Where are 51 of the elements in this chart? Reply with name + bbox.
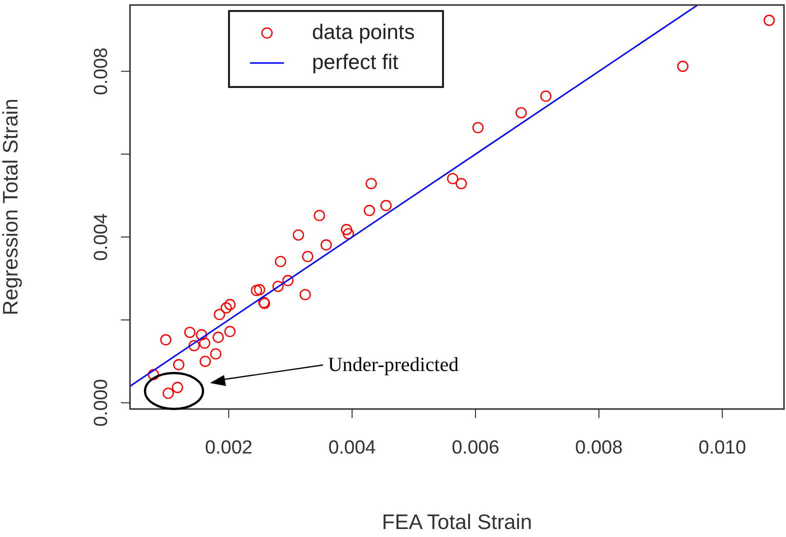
point — [314, 210, 326, 222]
x-tick-label: 0.004 — [328, 437, 376, 458]
point — [212, 332, 224, 343]
point — [250, 284, 262, 296]
point — [282, 274, 294, 286]
point — [224, 298, 236, 310]
x-axis-title: FEA Total Strain — [382, 511, 532, 534]
point — [302, 250, 314, 262]
legend-label: data points — [312, 21, 415, 45]
point — [320, 239, 332, 251]
point — [677, 60, 688, 72]
point — [364, 204, 376, 216]
legend-label: perfect fit — [312, 51, 398, 75]
point — [456, 178, 467, 190]
point — [300, 288, 311, 300]
point — [274, 256, 286, 268]
point — [540, 90, 552, 102]
point — [342, 228, 354, 240]
point — [173, 359, 184, 370]
y-tick-label: 0.008 — [91, 48, 112, 96]
point — [160, 334, 172, 346]
point — [340, 224, 352, 236]
point — [196, 329, 208, 340]
point — [148, 368, 160, 380]
point — [220, 302, 232, 314]
point — [172, 382, 184, 394]
point — [200, 356, 211, 367]
annotation: Under-predicted — [328, 354, 459, 376]
point — [210, 348, 222, 360]
point — [764, 14, 775, 26]
x-tick-label: 0.006 — [452, 437, 500, 458]
point — [184, 326, 196, 338]
x-tick-label: 0.008 — [575, 437, 623, 458]
point — [214, 308, 226, 320]
point — [472, 122, 484, 134]
point — [224, 326, 236, 338]
y-tick-label: 0.000 — [91, 379, 112, 427]
point — [188, 340, 200, 352]
point — [366, 178, 377, 190]
point — [380, 200, 392, 212]
x-tick-label: 0.002 — [204, 437, 252, 458]
x-tick-label: 0.010 — [698, 437, 746, 458]
y-tick-label: 0.004 — [91, 212, 112, 261]
point — [162, 388, 174, 399]
point — [292, 229, 304, 241]
point — [254, 284, 266, 296]
y-axis-title: Regression Total Strain — [0, 98, 22, 316]
point — [447, 172, 458, 184]
point — [272, 280, 284, 292]
point — [516, 107, 527, 118]
point — [199, 337, 210, 349]
